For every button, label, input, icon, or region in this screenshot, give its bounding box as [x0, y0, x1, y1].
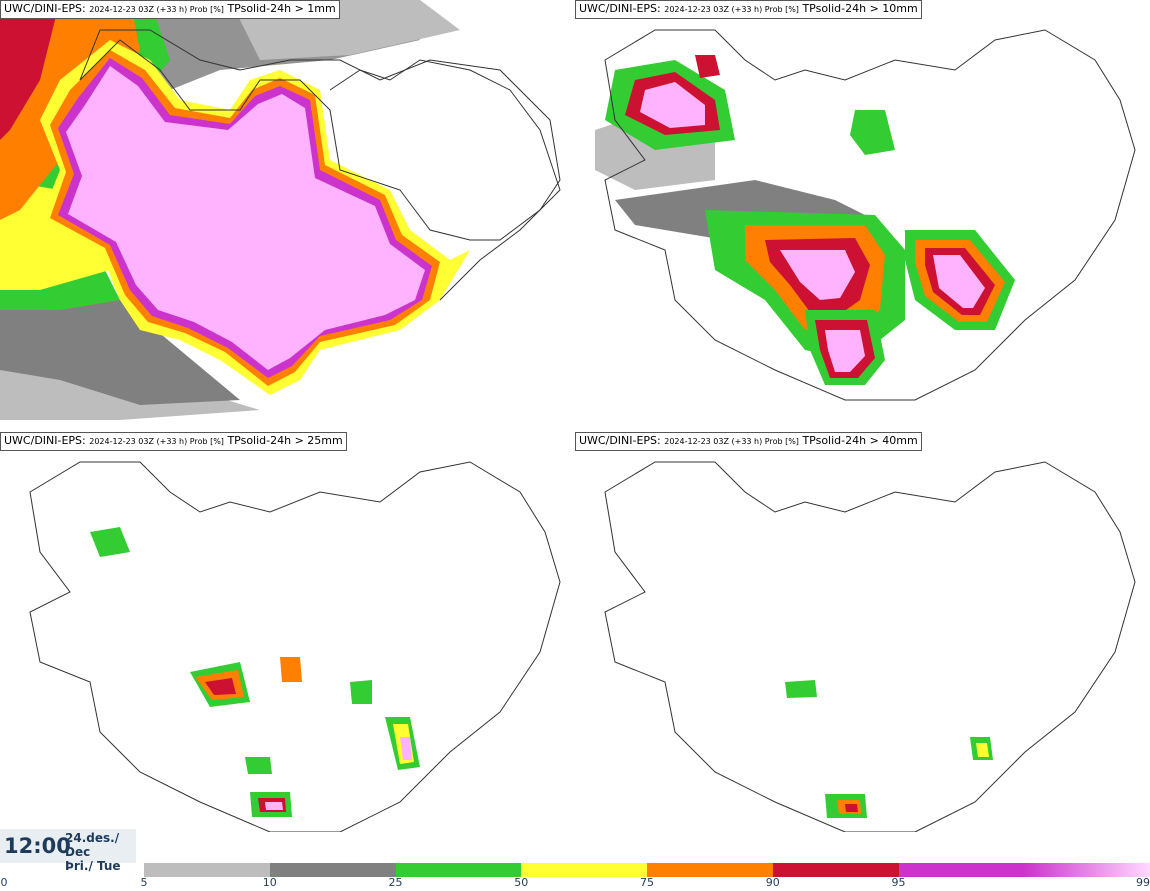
valid-date-line1: 24.des./ Dec: [65, 831, 120, 859]
map-panel-40mm: UWC/DINI-EPS: 2024-12-23 03Z (+33 h) Pro…: [575, 432, 1150, 862]
legend-swatch-7: [1024, 863, 1150, 877]
legend-tick-99: 99: [1136, 876, 1150, 889]
legend-swatch-5: [772, 863, 899, 877]
legend-tick-50: 50: [514, 876, 529, 889]
legend-tick-0: 0: [0, 876, 8, 889]
legend-tick-90: 90: [765, 876, 780, 889]
legend-swatch-0: [144, 863, 270, 877]
legend-tick-25: 25: [388, 876, 403, 889]
legend-swatch-4: [647, 863, 773, 877]
panel-title-40mm: UWC/DINI-EPS: 2024-12-23 03Z (+33 h) Pro…: [575, 432, 922, 451]
field-label: TPsolid-24h > 10mm: [802, 2, 918, 15]
run-label: 2024-12-23 03Z (+33 h) Prob [%]: [89, 437, 224, 446]
color-legend: [144, 863, 1150, 877]
legend-swatch-3: [521, 863, 647, 877]
probability-map-40mm: [604, 461, 1136, 832]
legend-swatch-6: [898, 863, 1025, 877]
run-label: 2024-12-23 03Z (+33 h) Prob [%]: [664, 437, 799, 446]
field-label: TPsolid-24h > 25mm: [227, 434, 343, 447]
field-label: TPsolid-24h > 1mm: [227, 2, 336, 15]
probability-map-1mm: [0, 0, 561, 420]
panel-title-1mm: UWC/DINI-EPS: 2024-12-23 03Z (+33 h) Pro…: [0, 0, 340, 19]
probability-map-25mm: [29, 461, 561, 832]
run-label: 2024-12-23 03Z (+33 h) Prob [%]: [89, 5, 224, 14]
model-label: UWC/DINI-EPS: [4, 434, 83, 447]
map-panel-10mm: UWC/DINI-EPS: 2024-12-23 03Z (+33 h) Pro…: [575, 0, 1150, 430]
map-panel-25mm: UWC/DINI-EPS: 2024-12-23 03Z (+33 h) Pro…: [0, 432, 575, 862]
legend-swatch-1: [269, 863, 396, 877]
model-label: UWC/DINI-EPS: [579, 434, 658, 447]
valid-time-box: 12:00 24.des./ Dec Þri./ Tue: [0, 829, 136, 873]
legend-tick-75: 75: [640, 876, 654, 889]
valid-date: 24.des./ Dec Þri./ Tue: [65, 831, 136, 873]
legend-swatch-2: [395, 863, 522, 877]
valid-time: 12:00: [4, 834, 71, 858]
panel-title-10mm: UWC/DINI-EPS: 2024-12-23 03Z (+33 h) Pro…: [575, 0, 922, 19]
model-label: UWC/DINI-EPS: [4, 2, 83, 15]
valid-date-line2: Þri./ Tue: [65, 859, 121, 873]
field-label: TPsolid-24h > 40mm: [802, 434, 918, 447]
model-label: UWC/DINI-EPS: [579, 2, 658, 15]
probability-map-10mm: [595, 29, 1136, 401]
panel-title-25mm: UWC/DINI-EPS: 2024-12-23 03Z (+33 h) Pro…: [0, 432, 347, 451]
map-panel-1mm: UWC/DINI-EPS: 2024-12-23 03Z (+33 h) Pro…: [0, 0, 575, 430]
legend-tick-10: 10: [262, 876, 277, 889]
legend-tick-95: 95: [891, 876, 906, 889]
run-label: 2024-12-23 03Z (+33 h) Prob [%]: [664, 5, 799, 14]
legend-tick-5: 5: [140, 876, 148, 889]
